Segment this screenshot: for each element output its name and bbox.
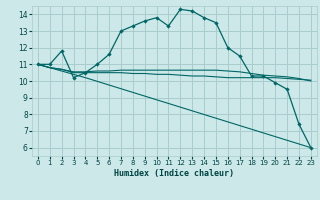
X-axis label: Humidex (Indice chaleur): Humidex (Indice chaleur)	[115, 169, 234, 178]
